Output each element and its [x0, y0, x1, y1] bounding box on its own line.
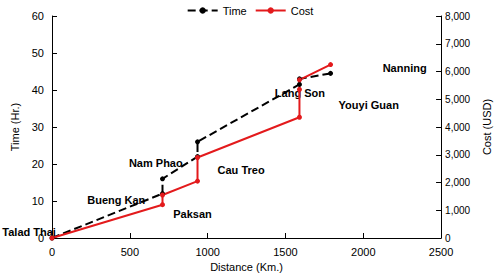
svg-text:Lang Son: Lang Son: [274, 87, 325, 99]
svg-text:Cost: Cost: [291, 5, 314, 17]
svg-text:Youyi Guan: Youyi Guan: [339, 99, 400, 111]
svg-text:Cost (USD): Cost (USD): [481, 99, 493, 155]
svg-text:20: 20: [32, 158, 44, 170]
svg-text:5,000: 5,000: [445, 94, 470, 105]
svg-text:8,000: 8,000: [445, 11, 470, 22]
svg-text:500: 500: [121, 246, 139, 258]
svg-text:0: 0: [38, 232, 44, 244]
svg-text:Nanning: Nanning: [383, 62, 427, 74]
svg-text:30: 30: [32, 121, 44, 133]
svg-text:0: 0: [445, 233, 451, 244]
svg-text:60: 60: [32, 10, 44, 22]
svg-text:2000: 2000: [351, 246, 375, 258]
svg-text:2,000: 2,000: [445, 177, 470, 188]
svg-text:Talad Thai: Talad Thai: [2, 226, 56, 238]
svg-text:0: 0: [49, 246, 55, 258]
svg-text:2500: 2500: [429, 246, 453, 258]
svg-text:7,000: 7,000: [445, 38, 470, 49]
svg-text:6,000: 6,000: [445, 66, 470, 77]
svg-text:40: 40: [32, 84, 44, 96]
svg-text:Distance (Km.): Distance (Km.): [210, 261, 283, 273]
svg-text:1000: 1000: [195, 246, 219, 258]
svg-text:50: 50: [32, 47, 44, 59]
svg-text:4,000: 4,000: [445, 122, 470, 133]
svg-text:Time (Hr.): Time (Hr.): [9, 103, 21, 151]
svg-text:Paksan: Paksan: [173, 208, 212, 220]
svg-text:3,000: 3,000: [445, 149, 470, 160]
svg-text:10: 10: [32, 195, 44, 207]
svg-text:1500: 1500: [273, 246, 297, 258]
svg-text:Cau Treo: Cau Treo: [218, 164, 265, 176]
svg-text:Time: Time: [223, 5, 247, 17]
svg-text:Nam Phao: Nam Phao: [129, 157, 183, 169]
svg-text:1,000: 1,000: [445, 205, 470, 216]
svg-text:Bueng Kan: Bueng Kan: [87, 193, 146, 206]
